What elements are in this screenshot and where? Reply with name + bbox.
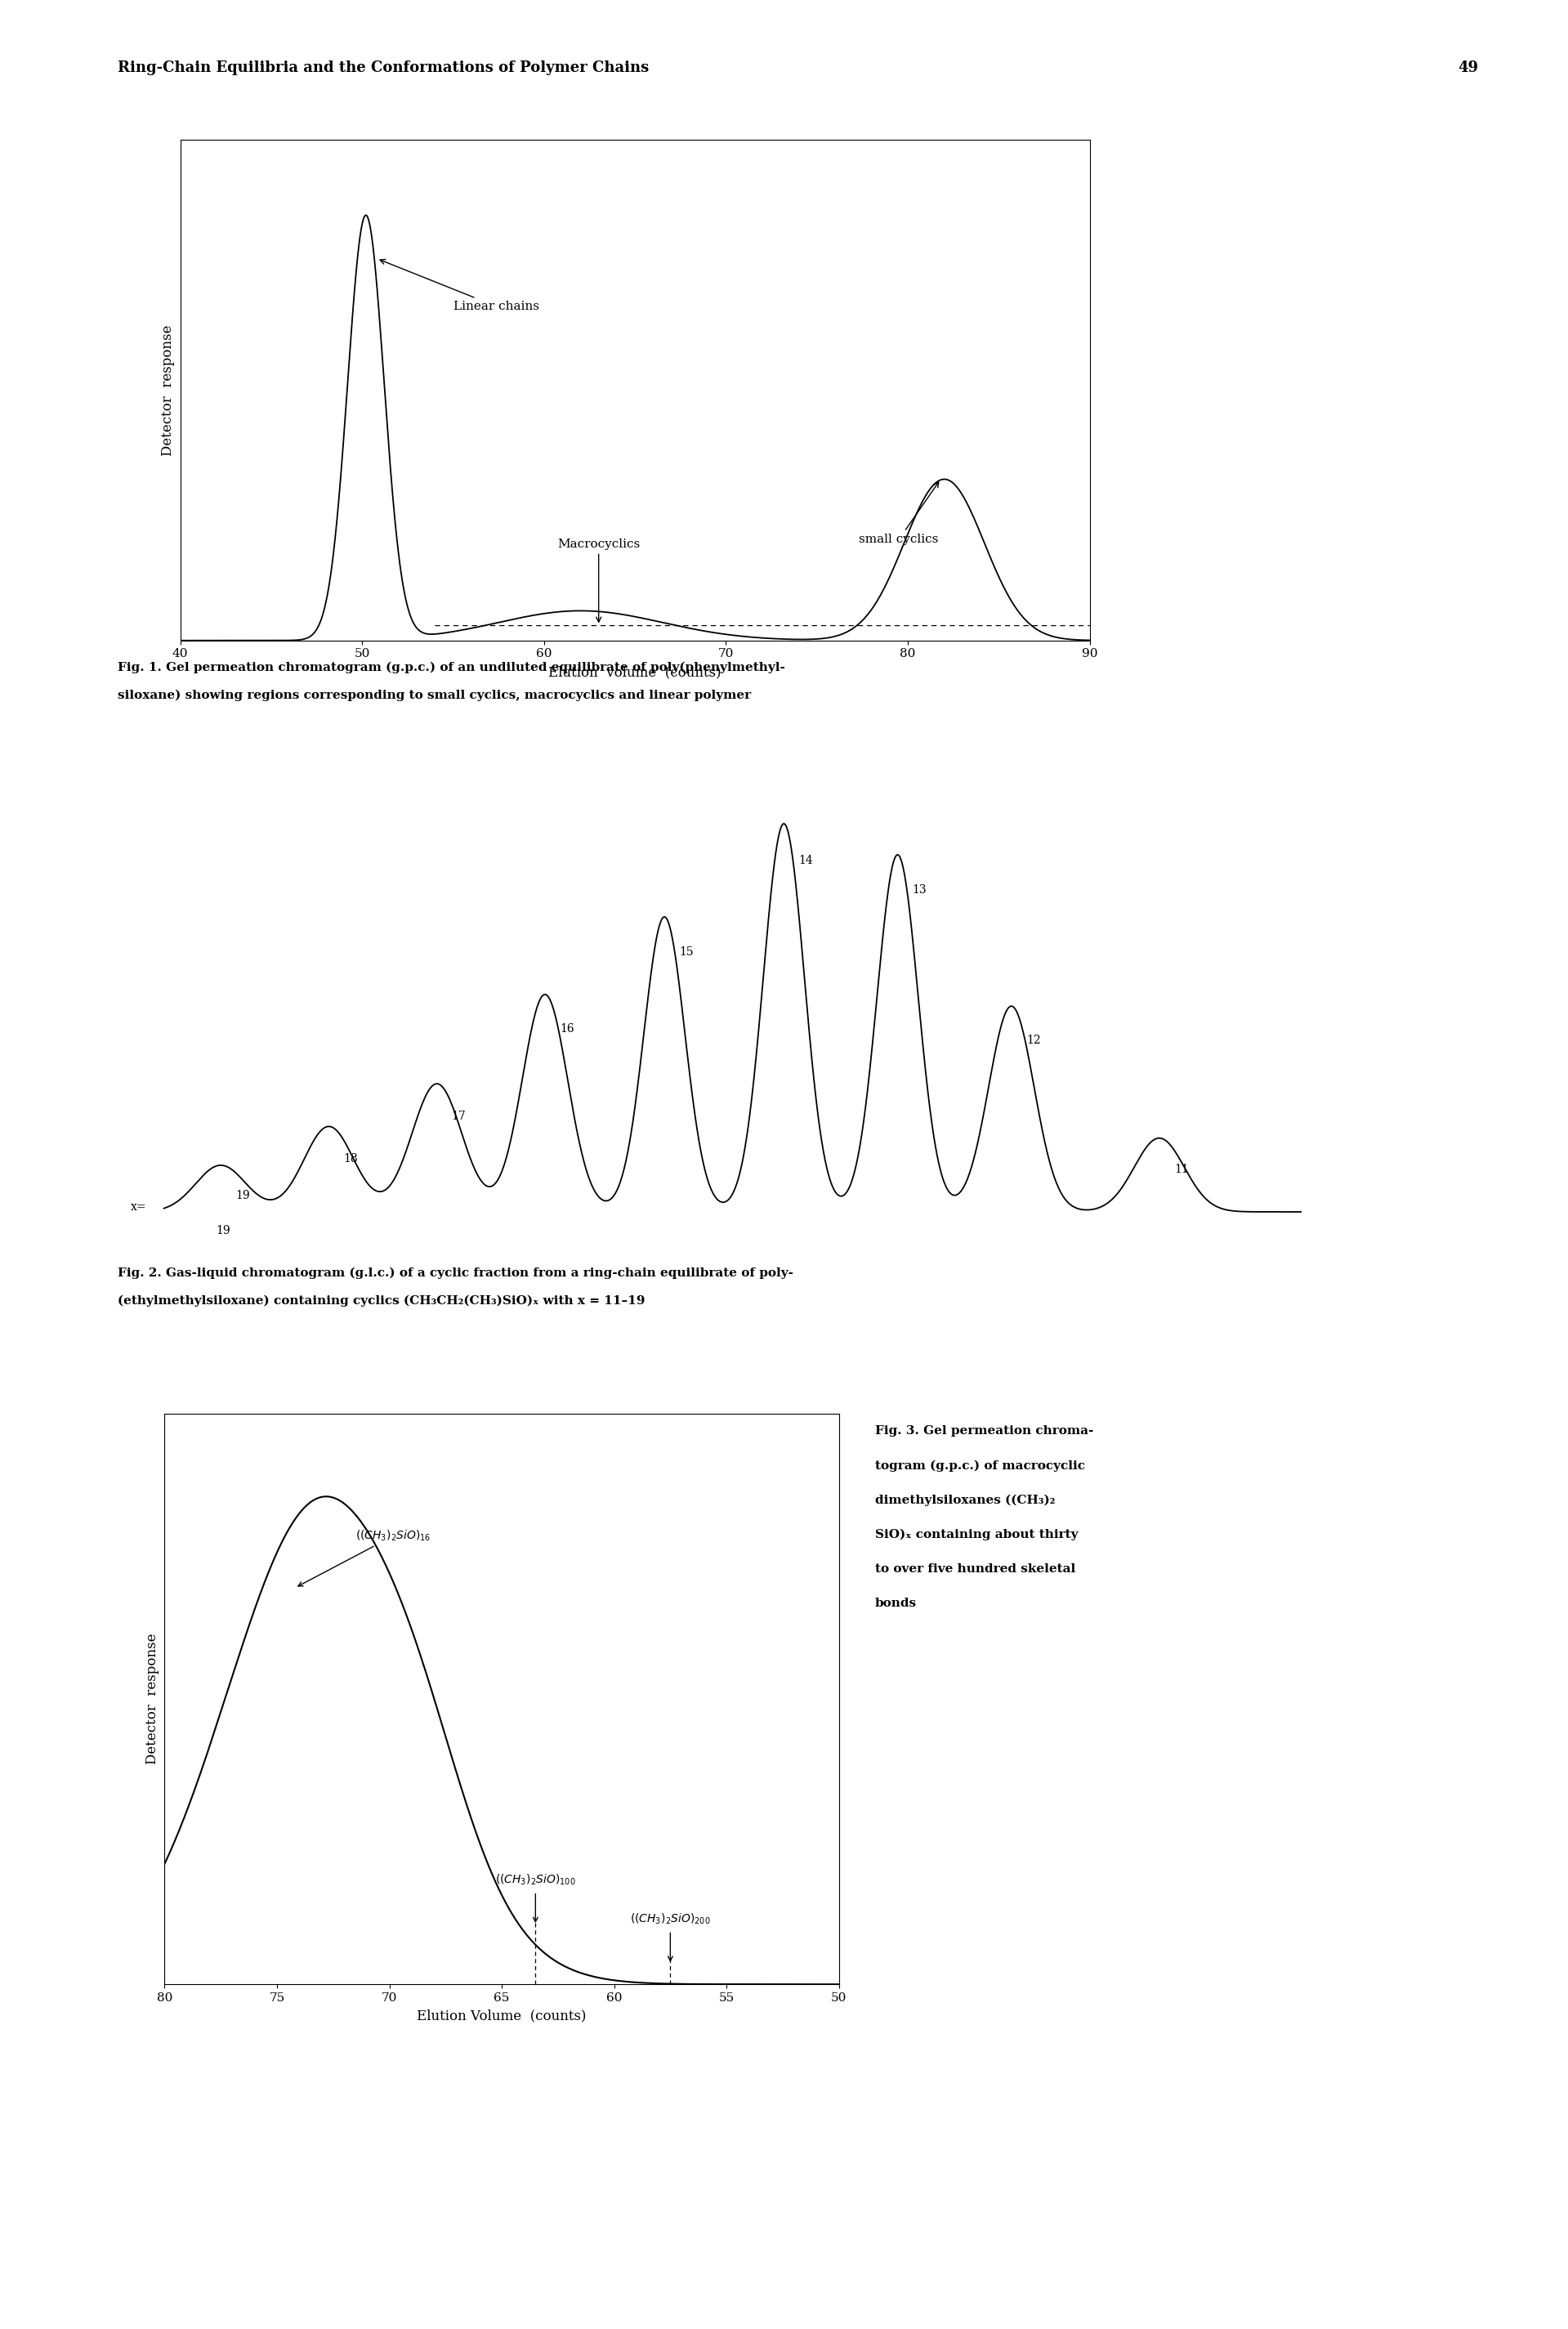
X-axis label: Elution  volume  (counts): Elution volume (counts) bbox=[549, 666, 721, 680]
Text: $((CH_3)_2SiO)_{200}$: $((CH_3)_2SiO)_{200}$ bbox=[630, 1912, 710, 1926]
Text: 18: 18 bbox=[343, 1153, 358, 1164]
Text: 12: 12 bbox=[1025, 1034, 1041, 1046]
Text: 19: 19 bbox=[216, 1225, 230, 1237]
Text: to over five hundred skeletal: to over five hundred skeletal bbox=[875, 1563, 1076, 1574]
Text: 17: 17 bbox=[452, 1111, 466, 1123]
Y-axis label: Detector  response: Detector response bbox=[162, 324, 174, 456]
Text: togram (g.p.c.) of macrocyclic: togram (g.p.c.) of macrocyclic bbox=[875, 1460, 1085, 1472]
Text: Fig. 3. Gel permeation chroma-: Fig. 3. Gel permeation chroma- bbox=[875, 1425, 1093, 1437]
Text: Linear chains: Linear chains bbox=[379, 259, 539, 312]
Text: SiO)ₓ containing about thirty: SiO)ₓ containing about thirty bbox=[875, 1528, 1077, 1539]
Text: x=: x= bbox=[130, 1202, 147, 1213]
Text: siloxane) showing regions corresponding to small cyclics, macrocyclics and linea: siloxane) showing regions corresponding … bbox=[118, 689, 751, 701]
Text: bonds: bonds bbox=[875, 1598, 917, 1609]
Text: Macrocyclics: Macrocyclics bbox=[557, 538, 640, 622]
Text: $((CH_3)_2SiO)_{16}$: $((CH_3)_2SiO)_{16}$ bbox=[298, 1528, 431, 1586]
Y-axis label: Detector  response: Detector response bbox=[146, 1633, 158, 1765]
Text: (ethylmethylsiloxane) containing cyclics (CH₃CH₂(CH₃)SiO)ₓ with x = 11–19: (ethylmethylsiloxane) containing cyclics… bbox=[118, 1295, 644, 1307]
Text: Fig. 2. Gas-liquid chromatogram (g.l.c.) of a cyclic fraction from a ring-chain : Fig. 2. Gas-liquid chromatogram (g.l.c.)… bbox=[118, 1267, 793, 1279]
Text: 19: 19 bbox=[235, 1190, 249, 1202]
Text: 13: 13 bbox=[913, 885, 927, 897]
Text: Fig. 1. Gel permeation chromatogram (g.p.c.) of an undiluted equilibrate of poly: Fig. 1. Gel permeation chromatogram (g.p… bbox=[118, 661, 786, 673]
Text: $((CH_3)_2SiO)_{100}$: $((CH_3)_2SiO)_{100}$ bbox=[495, 1873, 575, 1886]
Text: small cyclics: small cyclics bbox=[859, 482, 939, 545]
Text: 11: 11 bbox=[1174, 1164, 1189, 1176]
Text: Ring-Chain Equilibria and the Conformations of Polymer Chains: Ring-Chain Equilibria and the Conformati… bbox=[118, 61, 649, 75]
Text: 49: 49 bbox=[1458, 61, 1479, 75]
X-axis label: Elution Volume  (counts): Elution Volume (counts) bbox=[417, 2010, 586, 2024]
Text: 16: 16 bbox=[560, 1022, 574, 1034]
Text: 14: 14 bbox=[798, 855, 814, 866]
Text: 15: 15 bbox=[679, 946, 693, 957]
Text: dimethylsiloxanes ((CH₃)₂: dimethylsiloxanes ((CH₃)₂ bbox=[875, 1495, 1055, 1507]
